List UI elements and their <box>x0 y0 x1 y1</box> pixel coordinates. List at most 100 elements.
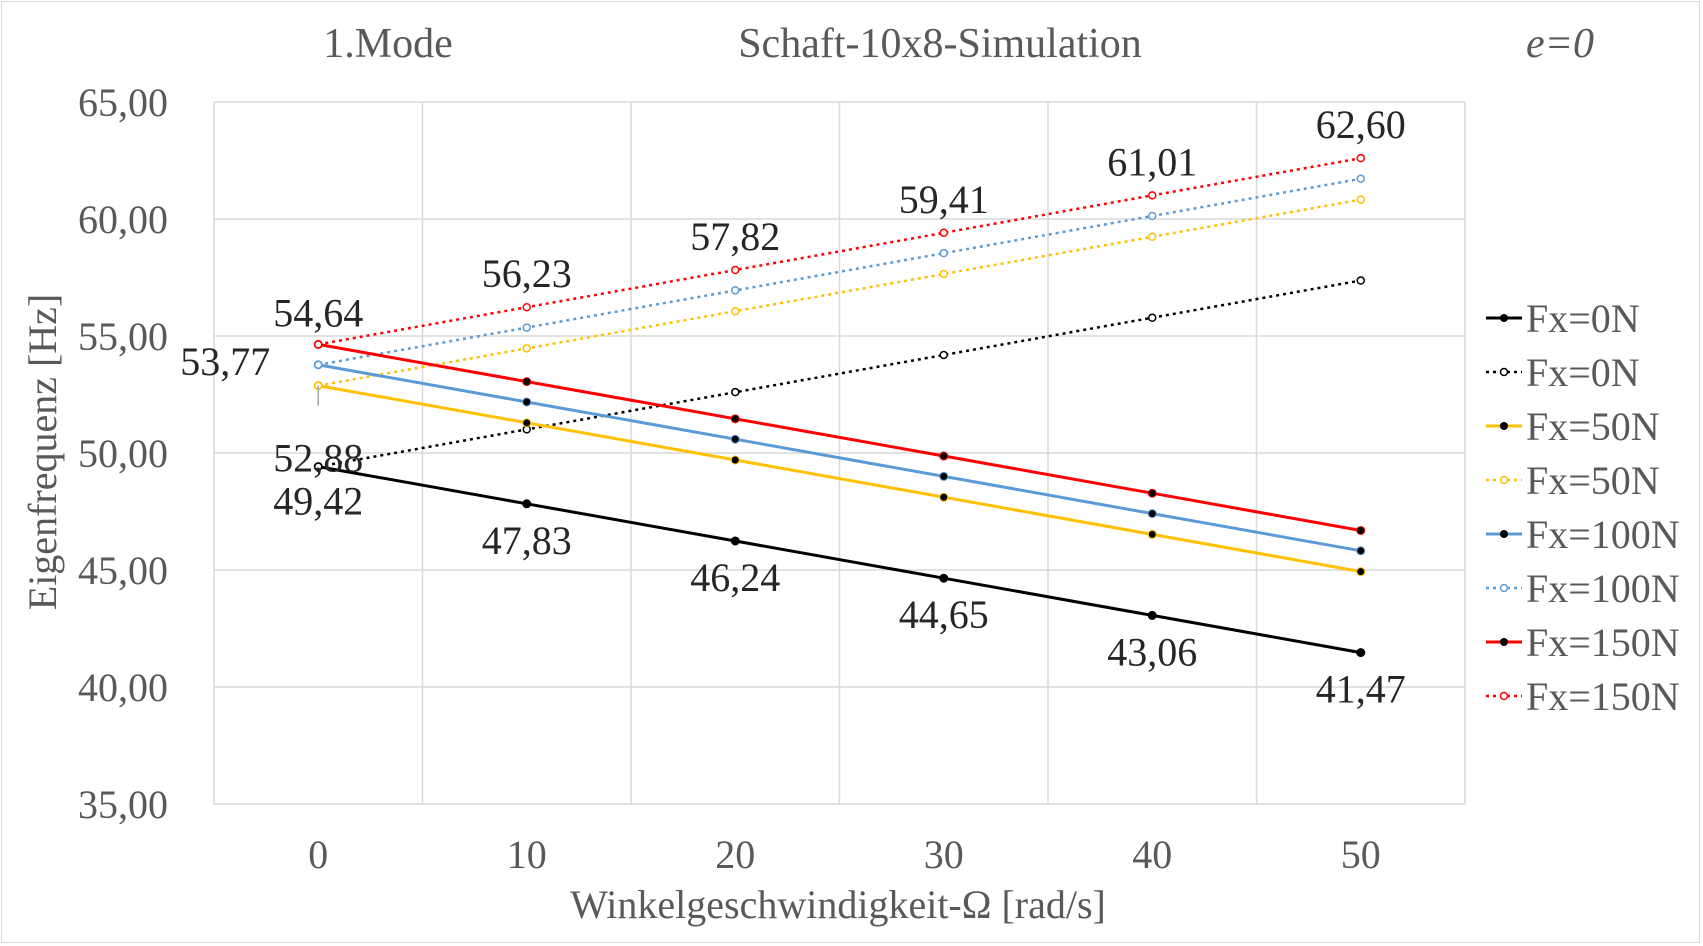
legend-marker <box>1499 583 1509 593</box>
x-tick-label: 20 <box>715 832 755 877</box>
chart-mode-label: 1.Mode <box>323 21 453 67</box>
x-tick-label: 30 <box>924 832 964 877</box>
legend-marker <box>1500 638 1508 646</box>
data-label: 53,77 <box>180 339 270 384</box>
legend-marker <box>1499 691 1509 701</box>
data-point <box>314 340 323 349</box>
data-point <box>730 414 740 424</box>
data-point <box>939 471 949 481</box>
data-point <box>522 499 532 509</box>
axis-ticks: 35,00 40,00 45,00 50,00 55,00 60,00 65,00 0 10 20… <box>78 80 1381 877</box>
series-markers <box>313 153 1366 658</box>
data-label: 61,01 <box>1107 139 1197 184</box>
data-point <box>1147 509 1157 519</box>
data-point <box>730 455 740 465</box>
data-point <box>1356 648 1366 658</box>
data-point <box>939 269 948 279</box>
x-tick-label: 0 <box>308 832 328 877</box>
data-point <box>522 302 531 312</box>
data-point <box>939 573 949 583</box>
data-point <box>731 306 740 316</box>
data-label: 59,41 <box>899 177 989 222</box>
data-point <box>730 434 740 444</box>
series-line-1 <box>318 279 1362 468</box>
y-axis-label: Eigenfrequenz [Hz] <box>20 294 65 610</box>
data-point <box>1148 313 1157 322</box>
data-label: 46,24 <box>690 555 780 600</box>
data-point <box>730 536 740 546</box>
data-label: 56,23 <box>482 251 572 296</box>
data-point <box>731 265 740 275</box>
legend-label: Fx=150N <box>1526 674 1680 719</box>
x-tick-label: 10 <box>507 832 547 877</box>
y-tick-label: 50,00 <box>78 431 168 476</box>
data-point <box>522 397 532 407</box>
data-point <box>731 387 740 397</box>
legend-marker <box>1500 530 1508 538</box>
data-point <box>1356 153 1365 163</box>
data-point <box>939 248 948 258</box>
data-label: 49,42 <box>273 479 363 524</box>
series-line-7 <box>318 156 1362 346</box>
data-point <box>522 418 532 428</box>
grid <box>213 101 1466 805</box>
data-point <box>939 451 949 461</box>
series-line-4 <box>318 363 1362 553</box>
x-tick-label: 50 <box>1341 832 1381 877</box>
legend-marker <box>1499 475 1509 485</box>
legend: Fx=0N Fx=0N Fx=50N Fx=50N Fx=100N Fx=100N Fx=1… <box>1486 296 1680 719</box>
series-line-2 <box>318 384 1362 574</box>
y-tick-label: 65,00 <box>78 80 168 125</box>
data-point <box>314 360 323 370</box>
legend-label: Fx=150N <box>1526 620 1680 665</box>
data-point <box>1356 567 1366 577</box>
data-point <box>939 350 948 360</box>
data-label: 41,47 <box>1316 667 1406 712</box>
data-point <box>522 377 532 387</box>
legend-label: Fx=100N <box>1526 512 1680 557</box>
y-tick-label: 45,00 <box>78 548 168 593</box>
data-point <box>1356 525 1366 535</box>
y-tick-label: 40,00 <box>78 665 168 710</box>
legend-label: Fx=0N <box>1526 350 1640 395</box>
series-line-3 <box>318 198 1362 387</box>
data-point <box>1356 546 1366 556</box>
legend-label: Fx=0N <box>1526 296 1640 341</box>
data-label: 62,60 <box>1316 102 1406 147</box>
legend-label: Fx=50N <box>1526 404 1660 449</box>
legend-marker <box>1499 367 1509 377</box>
data-label: 44,65 <box>899 592 989 637</box>
series-line-6 <box>318 342 1362 532</box>
chart-title: Schaft-10x8-Simulation <box>738 21 1142 67</box>
legend-marker <box>1500 422 1508 430</box>
data-point <box>1356 195 1365 204</box>
data-point <box>1148 211 1157 221</box>
x-axis-label: Winkelgeschwindigkeit-Ω [rad/s] <box>570 882 1106 927</box>
data-point <box>1147 610 1157 620</box>
series-lines <box>318 156 1362 655</box>
data-label: 54,64 <box>273 290 363 335</box>
data-label: 43,06 <box>1107 629 1197 674</box>
data-point <box>522 344 531 353</box>
y-tick-label: 55,00 <box>78 314 168 359</box>
data-point <box>939 492 949 502</box>
data-point <box>1147 529 1157 539</box>
legend-label: Fx=100N <box>1526 566 1680 611</box>
legend-label: Fx=50N <box>1526 458 1660 503</box>
data-label: 52,88 <box>273 436 363 481</box>
series-line-0 <box>318 465 1362 655</box>
data-point <box>1148 191 1157 200</box>
data-point <box>1356 174 1365 184</box>
data-point <box>939 228 948 238</box>
data-point <box>1147 488 1157 498</box>
data-label: 47,83 <box>482 518 572 563</box>
y-tick-label: 60,00 <box>78 197 168 242</box>
chart-parameter-label: e=0 <box>1526 21 1594 67</box>
y-tick-label: 35,00 <box>78 782 168 827</box>
data-point <box>1356 276 1365 285</box>
series-line-5 <box>318 177 1362 367</box>
